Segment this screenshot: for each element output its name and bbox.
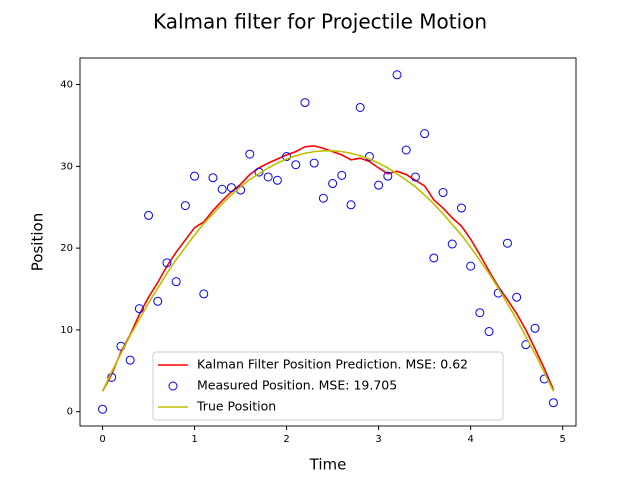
- axes-frame: [79, 57, 577, 427]
- measured-point: [134, 304, 144, 314]
- measured-point: [153, 296, 163, 306]
- x-tick-label: 2: [283, 434, 289, 445]
- measured-point: [162, 258, 172, 268]
- measured-point: [502, 238, 512, 248]
- y-axis-label: Position: [29, 213, 47, 271]
- measured-point: [125, 355, 135, 365]
- measured-point: [456, 203, 466, 213]
- y-tick-label: 20: [60, 243, 73, 254]
- measured-point: [512, 292, 522, 302]
- x-tick-label: 3: [375, 434, 381, 445]
- measured-point: [383, 171, 393, 181]
- measured-point: [180, 201, 190, 211]
- series-line: [101, 150, 555, 392]
- measured-point: [438, 188, 448, 198]
- y-tick-label: 0: [67, 407, 73, 418]
- x-tick-label: 5: [559, 434, 565, 445]
- measured-point: [300, 98, 310, 108]
- measured-point: [291, 160, 301, 170]
- measured-point: [337, 170, 347, 180]
- measured-point: [217, 184, 227, 194]
- x-tick-label: 0: [99, 434, 105, 445]
- measured-point: [282, 152, 292, 162]
- measured-point: [190, 171, 200, 181]
- measured-point: [364, 152, 374, 162]
- chart-title: Kalman filter for Projectile Motion: [153, 10, 487, 34]
- measured-point: [401, 145, 411, 155]
- measured-point: [272, 175, 282, 185]
- measured-point: [530, 323, 540, 333]
- y-tick-label: 30: [60, 161, 73, 172]
- measured-point: [144, 210, 154, 220]
- y-tick-label: 40: [60, 80, 73, 91]
- measured-point: [263, 172, 273, 182]
- x-tick-label: 1: [191, 434, 197, 445]
- measured-point: [309, 158, 319, 168]
- x-tick-label: 4: [467, 434, 473, 445]
- measured-point: [226, 183, 236, 193]
- x-axis-label: Time: [309, 456, 347, 474]
- measured-point: [420, 129, 430, 139]
- measured-point: [208, 173, 218, 183]
- legend-label: True Position: [196, 399, 276, 414]
- measured-point: [392, 70, 402, 80]
- measured-point: [475, 308, 485, 318]
- measured-point: [171, 277, 181, 287]
- legend-box: [152, 351, 504, 421]
- measured-point: [98, 404, 108, 414]
- measured-point: [374, 180, 384, 190]
- measured-point: [355, 102, 365, 112]
- legend-label: Measured Position. MSE: 19.705: [197, 378, 397, 393]
- measured-point: [328, 179, 338, 189]
- legend-label: Kalman Filter Position Prediction. MSE: …: [197, 357, 468, 372]
- measured-point: [410, 172, 420, 182]
- measured-point: [346, 200, 356, 210]
- measured-point: [447, 239, 457, 249]
- series-line: [101, 145, 555, 392]
- measured-point: [548, 398, 558, 408]
- measured-point: [318, 193, 328, 203]
- measured-point: [466, 261, 476, 271]
- measured-point: [199, 289, 209, 299]
- y-tick-label: 10: [60, 325, 73, 336]
- measured-point: [484, 327, 494, 337]
- measured-point: [429, 253, 439, 263]
- legend-marker: [168, 381, 178, 391]
- measured-point: [245, 149, 255, 159]
